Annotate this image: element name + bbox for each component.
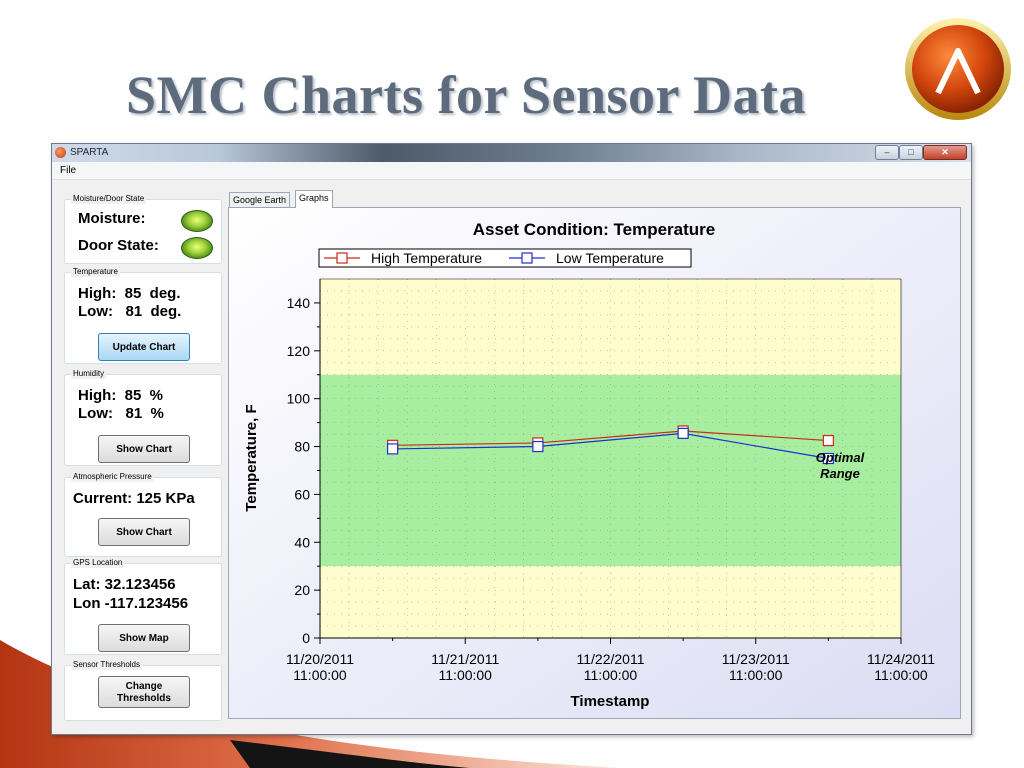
show-map-button[interactable]: Show Map <box>98 624 190 652</box>
temperature-low: Low: 81 deg. <box>78 303 182 320</box>
tab-graphs[interactable]: Graphs <box>295 190 333 208</box>
sparta-window: SPARTA – □ ✕ File Moisture/Door State Mo… <box>51 143 972 735</box>
sensor-thresholds-group: Sensor Thresholds Change Thresholds <box>64 660 222 721</box>
slide-swoosh-decoration <box>0 640 620 768</box>
moisture-door-group: Moisture/Door State Moisture: Door State… <box>64 194 222 264</box>
slide-title: SMC Charts for Sensor Data <box>126 65 806 125</box>
group-label: Temperature <box>71 267 120 277</box>
data-point <box>387 443 399 455</box>
legend-label: Low Temperature <box>556 250 664 266</box>
gps-latitude: Lat: 32.123456 <box>73 576 176 593</box>
moisture-label: Moisture: <box>78 210 146 227</box>
data-point <box>822 434 834 447</box>
temperature-group: Temperature High: 85 deg. Low: 81 deg. U… <box>64 267 222 364</box>
data-point <box>822 452 834 465</box>
menu-file[interactable]: File <box>60 165 77 176</box>
moisture-status-led-icon <box>181 210 213 232</box>
menu-bar: File <box>52 162 971 180</box>
window-title: SPARTA <box>70 147 109 158</box>
app-icon <box>55 147 66 158</box>
data-point <box>677 427 689 439</box>
x-tick-label: 11/21/2011 <box>431 651 499 667</box>
x-tick-label: 11/20/2011 <box>286 651 354 667</box>
y-tick-label: 80 <box>294 439 310 455</box>
data-point <box>532 440 544 453</box>
group-label: Moisture/Door State <box>71 194 147 204</box>
x-tick-label: 11/24/2011 <box>867 651 935 667</box>
close-button[interactable]: ✕ <box>923 145 967 160</box>
door-state-label: Door State: <box>78 237 159 254</box>
x-tick-label: 11:00:00 <box>584 667 638 683</box>
series-line <box>392 432 829 460</box>
humidity-low: Low: 81 % <box>78 405 164 422</box>
sparta-logo-icon <box>905 18 1011 120</box>
y-tick-label: 20 <box>294 582 310 598</box>
group-label: Sensor Thresholds <box>71 660 142 670</box>
x-tick-label: 11:00:00 <box>874 667 928 683</box>
y-axis-label: Temperature, F <box>243 404 260 511</box>
humidity-show-chart-button[interactable]: Show Chart <box>98 435 190 463</box>
gps-group: GPS Location Lat: 32.123456 Lon -117.123… <box>64 558 222 655</box>
y-tick-label: 0 <box>302 630 310 646</box>
change-thresholds-button[interactable]: Change Thresholds <box>98 676 190 708</box>
x-tick-label: 11/22/2011 <box>577 651 645 667</box>
x-tick-label: 11:00:00 <box>293 667 347 683</box>
series-line <box>392 430 829 446</box>
optimal-range-band <box>320 374 901 567</box>
maximize-button[interactable]: □ <box>899 145 923 160</box>
pressure-show-chart-button[interactable]: Show Chart <box>98 518 190 546</box>
temperature-chart: 02040608010012014011/20/201111:00:0011/2… <box>229 208 960 718</box>
y-tick-label: 120 <box>287 343 311 359</box>
update-chart-button[interactable]: Update Chart <box>98 333 190 361</box>
y-tick-label: 40 <box>294 534 310 550</box>
minimize-button[interactable]: – <box>875 145 899 160</box>
x-axis-label: Timestamp <box>571 693 650 710</box>
humidity-high: High: 85 % <box>78 387 164 404</box>
graphs-tab-panel: 0 20 40 60 80 100 120 140 11/20/2011 11:00:00 11/2… <box>228 207 961 719</box>
humidity-group: Humidity High: 85 % Low: 81 % Show Chart <box>64 369 222 466</box>
legend-box <box>318 248 692 268</box>
y-tick-label: 60 <box>294 486 310 502</box>
x-tick-label: 11:00:00 <box>729 667 783 683</box>
y-tick-label: 140 <box>287 295 311 311</box>
x-tick-label: 11:00:00 <box>439 667 493 683</box>
y-tick-label: 100 <box>287 391 311 407</box>
window-titlebar[interactable]: SPARTA – □ ✕ <box>52 144 971 162</box>
temperature-high: High: 85 deg. <box>78 285 181 302</box>
group-label: Atmospheric Pressure <box>71 472 154 482</box>
group-label: GPS Location <box>71 558 125 568</box>
chart-title: Asset Condition: Temperature <box>473 220 715 239</box>
optimal-range-label: Range <box>820 466 860 481</box>
gps-longitude: Lon -117.123456 <box>73 595 189 612</box>
legend-label: High Temperature <box>371 250 482 266</box>
door-state-led-icon <box>181 237 213 259</box>
x-tick-label: 11/23/2011 <box>722 651 790 667</box>
pressure-current: Current: 125 KPa <box>73 490 195 507</box>
tab-google-earth[interactable]: Google Earth <box>229 192 291 208</box>
group-label: Humidity <box>71 369 107 379</box>
optimal-range-label: Optimal <box>816 450 865 465</box>
pressure-group: Atmospheric Pressure Current: 125 KPa Sh… <box>64 472 222 557</box>
legend-marker <box>521 252 533 264</box>
legend-marker <box>336 252 348 264</box>
